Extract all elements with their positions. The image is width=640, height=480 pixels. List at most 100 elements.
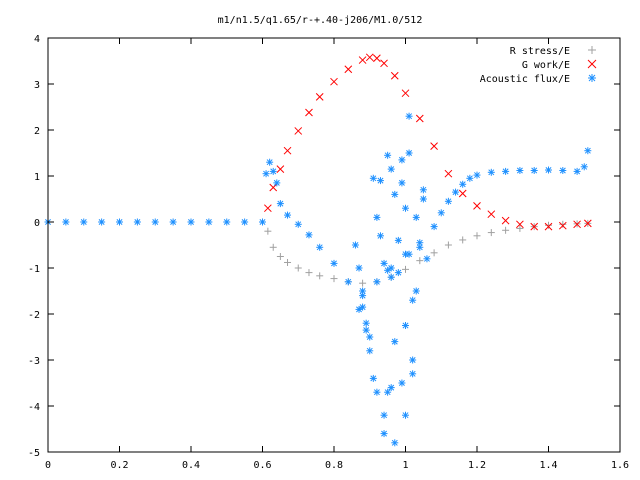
data-point [387,273,395,281]
data-point [437,209,445,217]
x-tick-label: 0.4 [182,460,200,471]
data-point [351,241,359,249]
data-point [409,370,417,378]
data-point [584,147,592,155]
data-point [373,213,381,221]
data-point [487,229,495,237]
data-point [276,253,284,260]
data-point [205,218,213,226]
data-point [401,89,410,98]
data-point [276,200,284,208]
chart-title: m1/n1.5/q1.65/r-+.40-j206/M1.0/512 [218,15,423,26]
data-point [412,287,420,295]
legend-marker [588,74,596,82]
legend: R stress/E G work/E Acoustic flux/E [480,46,597,85]
data-point [501,216,510,225]
data-point [573,167,581,175]
data-point [402,322,409,329]
data-point [412,213,420,221]
data-point [264,227,272,235]
data-point [380,259,388,267]
data-point [409,296,417,304]
data-point [387,384,395,392]
data-point [416,257,424,265]
legend-marker [587,59,597,69]
x-tick-label: 1.2 [468,460,486,471]
data-point [530,222,539,231]
data-point [62,218,70,226]
data-point [430,249,438,257]
y-tick-label: -1 [28,264,40,275]
data-point [316,243,324,251]
x-tick-label: 0.8 [325,460,343,471]
data-point [294,220,302,228]
data-point [459,236,467,244]
data-point [415,114,424,123]
data-point [444,241,452,249]
data-point [284,211,292,219]
data-point [391,439,399,447]
legend-marker [588,46,596,54]
data-point [380,411,388,419]
axes: 0 0.2 0.4 0.6 0.8 1 1.2 1.4 1.6 4 3 2 1 0 -1 -2 -3 -4 -5 [28,34,629,471]
data-point [583,219,592,228]
data-point [473,232,481,240]
data-point [530,166,538,174]
data-point [402,265,409,273]
y-tick-label: 3 [34,80,40,91]
data-point [473,202,481,210]
data-point [269,167,277,175]
data-point [466,174,474,182]
data-point [545,221,552,229]
data-point [305,269,313,277]
data-point [98,218,106,226]
data-point [264,204,272,213]
data-point [487,210,496,219]
plot-area [44,53,592,447]
y-tick-label: -3 [28,356,40,367]
data-point [487,168,495,176]
data-point [398,179,406,187]
legend-label: R stress/E [510,46,570,57]
data-point [316,272,324,280]
data-point [259,218,266,226]
data-point [390,71,399,80]
data-point [294,127,303,135]
data-point [355,264,363,272]
data-point [344,278,352,286]
data-point [330,275,338,283]
data-point [419,195,427,203]
data-point [405,250,413,258]
data-point [405,149,413,157]
data-point [305,108,313,117]
data-point [373,278,381,286]
data-point [458,189,467,198]
data-point [376,177,384,185]
data-point [241,218,249,226]
data-point [262,170,270,178]
series-1 [264,53,592,231]
data-point [366,333,374,341]
data-point [366,347,374,355]
data-point [423,255,431,263]
data-point [358,56,367,64]
y-tick-label: -5 [28,448,40,459]
data-point [405,112,413,120]
data-point [398,379,406,387]
legend-label: Acoustic flux/E [480,74,570,85]
data-point [276,165,285,173]
data-point [365,53,374,62]
data-point [452,188,460,196]
data-point [391,338,399,346]
data-point [384,388,392,396]
data-point [330,259,338,267]
data-point [344,65,353,74]
data-point [545,166,552,174]
data-point [373,388,381,396]
data-point [516,220,524,229]
data-point [394,236,402,244]
y-tick-label: -2 [28,310,40,321]
data-point [402,411,409,419]
data-point [409,356,417,364]
